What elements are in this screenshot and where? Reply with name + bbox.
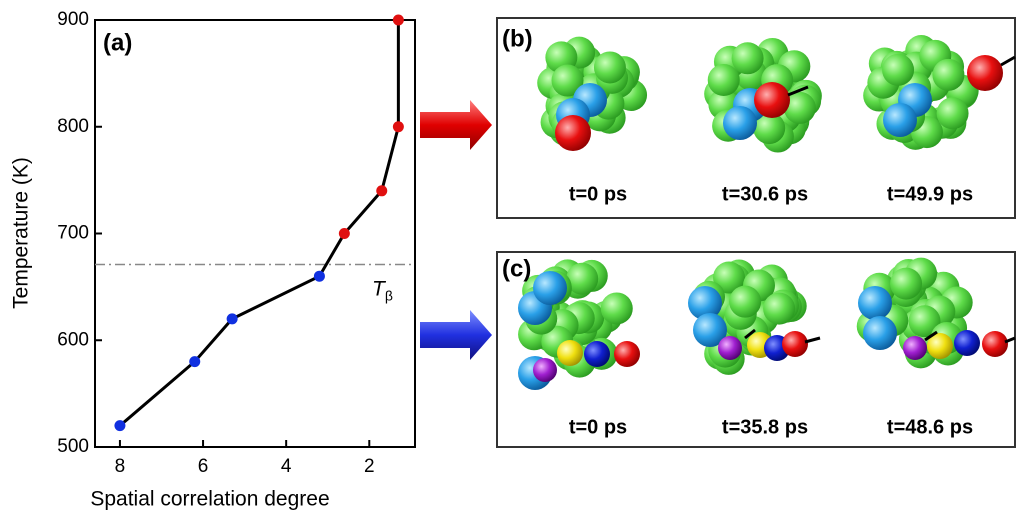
page: (a) Spatial correlation degree Temperatu… xyxy=(0,0,1020,522)
plot-frame xyxy=(95,20,415,447)
x-tick-label: 4 xyxy=(281,456,292,477)
panel-label: (a) xyxy=(103,29,132,56)
data-point xyxy=(114,420,125,431)
atom xyxy=(932,59,964,91)
panel-label: (c) xyxy=(502,255,531,282)
time-label: t=35.8 ps xyxy=(722,416,808,438)
atom xyxy=(708,64,740,96)
atom xyxy=(982,331,1008,357)
data-point xyxy=(376,185,387,196)
data-point xyxy=(393,121,404,132)
atom xyxy=(723,106,757,140)
atom xyxy=(732,42,764,74)
atom-cluster xyxy=(518,259,640,390)
panel-label: (b) xyxy=(502,25,533,52)
figure: (a) Spatial correlation degree Temperatu… xyxy=(0,0,1020,517)
time-label: t=0 ps xyxy=(569,416,627,438)
data-line xyxy=(120,20,398,426)
data-point xyxy=(393,15,404,26)
y-tick-label: 600 xyxy=(57,329,89,350)
atom xyxy=(584,341,610,367)
atom xyxy=(754,82,790,118)
atom xyxy=(557,340,583,366)
y-tick-label: 900 xyxy=(57,9,89,30)
atom xyxy=(954,330,980,356)
atom xyxy=(594,51,626,83)
atom-cluster xyxy=(863,35,1015,150)
x-tick-label: 8 xyxy=(115,456,126,477)
data-point xyxy=(227,313,238,324)
atom xyxy=(967,55,1003,91)
atom xyxy=(890,268,922,300)
atom-cluster xyxy=(704,38,822,153)
x-tick-label: 6 xyxy=(198,456,209,477)
data-point xyxy=(339,228,350,239)
atom xyxy=(937,97,969,129)
atom xyxy=(903,336,927,360)
atom xyxy=(863,316,897,350)
motion-arrow xyxy=(1001,57,1015,65)
atom xyxy=(555,115,591,151)
data-point xyxy=(314,271,325,282)
time-label: t=48.6 ps xyxy=(887,416,973,438)
time-label: t=49.9 ps xyxy=(887,183,973,205)
y-axis-label: Temperature (K) xyxy=(10,157,33,309)
atom xyxy=(729,286,761,318)
x-tick-label: 2 xyxy=(364,456,375,477)
threshold-label: Tβ xyxy=(372,277,393,303)
atom xyxy=(882,54,914,86)
y-tick-label: 500 xyxy=(57,436,89,457)
atom xyxy=(601,292,633,324)
atom xyxy=(718,336,742,360)
motion-arrow xyxy=(805,338,820,342)
atom xyxy=(858,286,892,320)
red-arrow xyxy=(420,100,492,150)
atom xyxy=(883,103,917,137)
atom xyxy=(614,341,640,367)
blue-arrow xyxy=(420,310,492,360)
atom-cluster xyxy=(688,259,820,374)
atom xyxy=(533,271,567,305)
time-label: t=0 ps xyxy=(569,183,627,205)
atom-cluster xyxy=(537,37,647,151)
atom xyxy=(782,331,808,357)
time-label: t=30.6 ps xyxy=(722,183,808,205)
atom-cluster xyxy=(857,258,1015,369)
threshold-subscript: β xyxy=(385,287,393,303)
data-point xyxy=(189,356,200,367)
y-tick-label: 800 xyxy=(57,116,89,137)
atom xyxy=(533,358,557,382)
x-axis-label: Spatial correlation degree xyxy=(90,488,329,511)
y-tick-label: 700 xyxy=(57,223,89,244)
atom xyxy=(763,293,795,325)
